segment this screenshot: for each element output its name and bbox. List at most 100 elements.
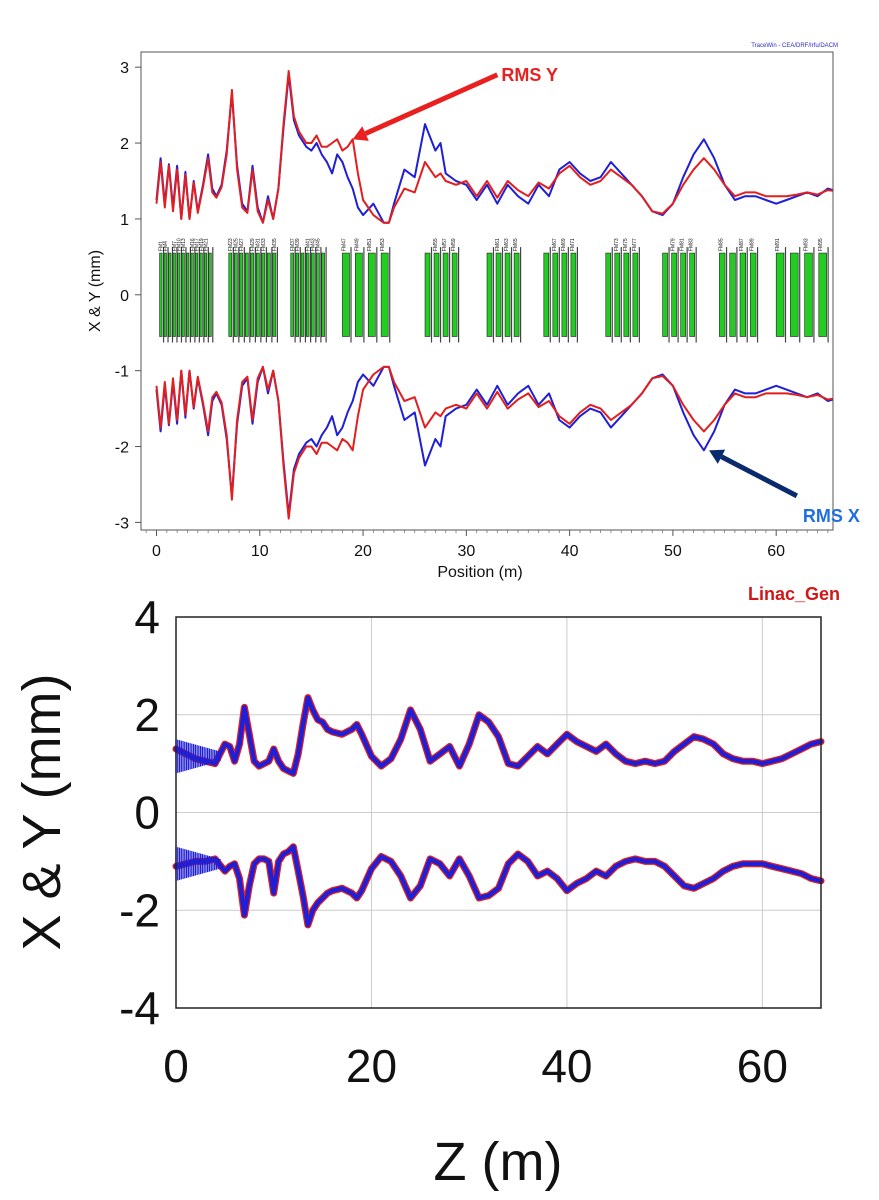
lattice-element-label: FM29: [250, 238, 256, 251]
annotation-arrow-shaft: [720, 454, 799, 499]
lattice-element: [233, 252, 238, 337]
lattice-element-label: FM55: [433, 238, 439, 251]
top-y-tick-label: -3: [115, 515, 129, 532]
lattice-element: [632, 252, 639, 337]
lattice-elements: [159, 247, 829, 343]
lattice-element-label: FM45: [316, 238, 322, 251]
lattice-element: [495, 252, 502, 337]
lattice-element: [208, 252, 212, 337]
lattice-element: [300, 252, 305, 337]
lattice-element: [380, 252, 389, 337]
lattice-element: [662, 252, 668, 337]
top-series-line-rms-x-upper: [155, 73, 834, 224]
bottom-x-tick-label: 20: [346, 1040, 397, 1092]
lattice-element-label: FM69: [561, 238, 567, 251]
lattice-element-label: FM63: [504, 238, 510, 251]
lattice-element: [204, 252, 208, 337]
lattice-element: [504, 252, 511, 337]
lattice-element-label: FM53: [380, 238, 386, 251]
lattice-element-label: FM41: [305, 238, 311, 251]
lattice-element-label: FM51: [367, 238, 373, 251]
annotation-label: RMS X: [803, 506, 860, 526]
lattice-element: [775, 252, 785, 337]
lattice-element-label: FM17: [194, 238, 200, 251]
lattice-element-label: FM49: [354, 238, 360, 251]
lattice-element: [321, 252, 325, 337]
top-x-tick-label: 30: [457, 543, 475, 560]
lattice-element: [486, 252, 493, 337]
lattice-element: [305, 252, 310, 337]
lattice-element: [177, 252, 181, 337]
top-x-axis-label: Position (m): [437, 564, 522, 581]
lattice-element-label: FM65: [513, 238, 519, 251]
lattice-element: [424, 252, 431, 337]
lattice-element: [172, 252, 176, 337]
lattice-element: [290, 252, 294, 337]
top-y-tick-label: 3: [120, 60, 129, 77]
top-annotations: RMS Y RMS X: [352, 65, 860, 526]
top-x-tick-label: 60: [767, 543, 785, 560]
lattice-element-label: FM57: [442, 238, 448, 251]
linac-gen-chart: Linac_Gen 420-2-4 0 20 40 60 Z (m) X & Y (m…: [12, 584, 840, 1192]
top-y-ticks: -3 -2 -1 0 1 2 3: [115, 60, 141, 532]
lattice-element: [239, 252, 244, 337]
lattice-element-label: FM23: [228, 238, 234, 251]
lattice-element-label: FM37: [290, 238, 296, 251]
lattice-element: [228, 252, 233, 337]
lattice-element-label: FM4: [163, 241, 169, 251]
lattice-element: [605, 252, 612, 337]
top-series-line-rms-y-upper: [155, 70, 834, 224]
lattice-element-label: FM39: [295, 238, 301, 251]
top-x-tick-label: 20: [354, 543, 372, 560]
bottom-series: [172, 694, 825, 929]
lattice-element: [818, 252, 827, 337]
lattice-element: [552, 252, 559, 337]
top-x-tick-label: 10: [251, 543, 269, 560]
lattice-element-label: FM93: [804, 238, 810, 251]
lattice-element-label: FM83: [689, 238, 695, 251]
top-series: [155, 70, 834, 520]
lattice-element-label: FM47: [341, 238, 347, 251]
lattice-element: [671, 252, 677, 337]
top-x-tick-label: 0: [152, 543, 161, 560]
lattice-element: [245, 252, 249, 337]
lattice-element-label: FM43: [310, 238, 316, 251]
lattice-element-label: FM10: [176, 238, 182, 251]
lattice-element: [250, 252, 255, 337]
lattice-element: [168, 252, 172, 337]
lattice-element-label: FM95: [818, 238, 824, 251]
lattice-element-label: FM87: [739, 238, 745, 251]
lattice-element-label: FM21: [203, 238, 209, 251]
top-x-ticks: 0 10 20 30 40 50 60: [145, 530, 829, 560]
bottom-y-tick-label: 4: [134, 591, 160, 643]
lattice-element-label: FM25: [233, 238, 239, 251]
lattice-element-label: FM13: [181, 238, 187, 251]
bottom-gridlines: [176, 617, 821, 1008]
top-y-tick-label: 2: [120, 136, 129, 153]
lattice-element: [719, 252, 726, 337]
bottom-series-line-y: [173, 844, 824, 928]
lattice-element-label: FM33: [261, 238, 267, 251]
lattice-element-label: FM1: [159, 241, 165, 251]
lattice-element: [159, 252, 163, 337]
lattice-element-label: FM81: [680, 238, 686, 251]
lattice-element: [181, 252, 185, 337]
lattice-element: [261, 252, 266, 337]
lattice-element-label: FM61: [495, 238, 501, 251]
bottom-x-axis-label: Z (m): [434, 1132, 563, 1192]
bottom-series-line-x: [173, 695, 824, 776]
lattice-element-label: FM89: [749, 238, 755, 251]
top-y-axis-label: X & Y (mm): [87, 250, 104, 332]
top-x-tick-label: 50: [664, 543, 682, 560]
top-y-tick-label: -2: [115, 440, 129, 457]
bottom-y-tick-label: -2: [119, 884, 160, 936]
lattice-element: [614, 252, 621, 337]
lattice-element: [267, 252, 271, 337]
lattice-element: [163, 252, 167, 337]
lattice-element: [623, 252, 630, 337]
credit-label: TraceWin - CEA/DRF/Irfu/DACM: [751, 43, 838, 49]
top-x-tick-label: 40: [561, 543, 579, 560]
lattice-element-label: FM91: [775, 238, 781, 251]
lattice-element: [433, 252, 440, 337]
